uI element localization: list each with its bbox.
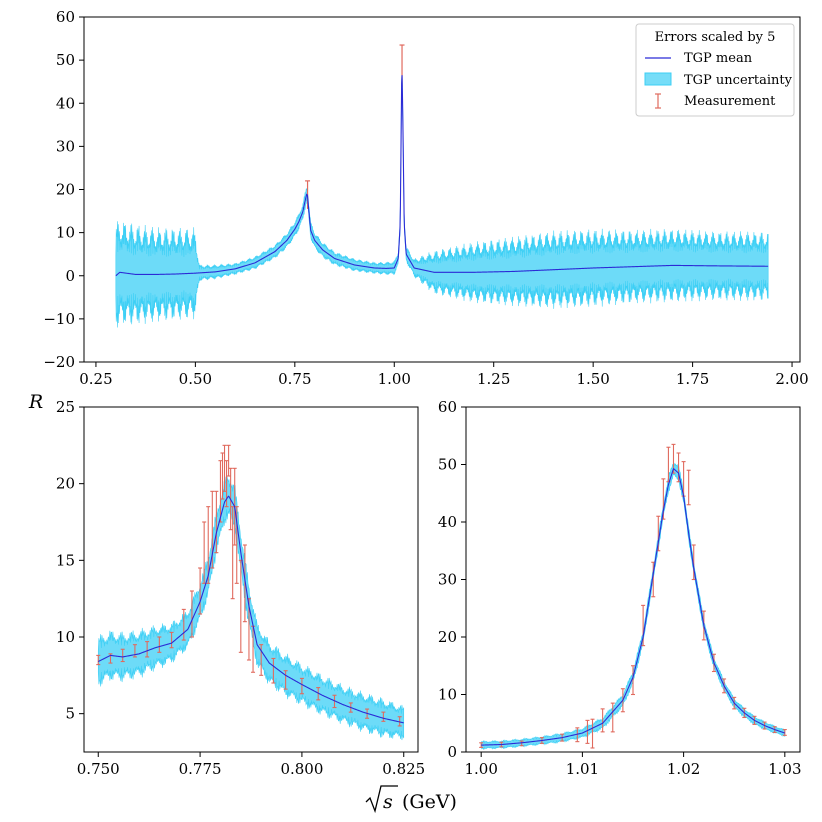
y-tick-label: 30 — [438, 571, 457, 589]
y-tick-label: 20 — [438, 628, 457, 646]
measurement-point — [214, 490, 219, 554]
legend-entry-mean: TGP mean — [684, 51, 753, 66]
x-tick-label: 0.750 — [77, 760, 120, 778]
x-tick-label: 0.75 — [278, 370, 311, 388]
measurement-point — [96, 654, 101, 666]
measurement-point — [189, 590, 194, 638]
y-tick-label: 60 — [56, 8, 75, 26]
y-tick-label: 5 — [65, 705, 75, 723]
y-tick-label: 0 — [65, 267, 75, 285]
x-axis-label-unit: (GeV) — [402, 791, 457, 813]
y-axis-label: R — [28, 391, 43, 413]
tgp-mean-line — [115, 75, 769, 277]
x-tick-label: 1.01 — [566, 760, 599, 778]
full-range-panel: 0.25 0.50 0.75 1.00 1.25 1.50 1.75 2.00 −20 −10 0 1… — [43, 8, 808, 388]
uncertainty-band — [480, 462, 786, 750]
omega-zoom-panel: 0.750 0.775 0.800 0.825 5 10 15 20 25 — [56, 398, 425, 778]
legend-band-swatch — [644, 72, 672, 86]
phi-zoom-panel: 1.00 1.01 1.02 1.03 0 10 20 30 40 50 60 — [438, 398, 802, 778]
measurement-point — [259, 644, 264, 676]
tgp-mean-line — [98, 495, 404, 724]
measurement-point — [519, 740, 524, 747]
measurement-point — [242, 544, 247, 623]
measurement-point — [686, 469, 691, 506]
measurement-point — [610, 702, 615, 733]
y-tick-label: −10 — [43, 310, 75, 328]
x-tick-label: 0.50 — [179, 370, 212, 388]
measurement-point — [271, 657, 276, 684]
y-tick-label: 20 — [56, 475, 75, 493]
x-tick-label: 1.75 — [676, 370, 709, 388]
measurement-point — [220, 452, 225, 500]
y-tick-label: 15 — [56, 551, 75, 569]
measurement-point — [169, 631, 174, 649]
y-tick-label: 60 — [438, 398, 457, 416]
measurement-point — [691, 544, 696, 581]
y-tick-label: 50 — [438, 456, 457, 474]
legend-entry-measurement: Measurement — [684, 94, 776, 109]
measurement-point — [631, 665, 635, 696]
plot-frame — [83, 406, 419, 753]
measurement-point — [299, 677, 304, 695]
measurement-point — [222, 444, 227, 492]
x-tick-label: 2.00 — [775, 370, 808, 388]
uncertainty-band — [115, 67, 769, 328]
y-tick-label: 40 — [438, 513, 457, 531]
x-tick-label: 1.00 — [378, 370, 411, 388]
y-tick-label: 30 — [56, 137, 75, 155]
plot-frame — [465, 406, 801, 753]
x-tick-label: 1.02 — [667, 760, 700, 778]
measurement-point — [590, 718, 595, 749]
x-tick-label: 0.825 — [382, 760, 425, 778]
x-tick-label: 1.25 — [477, 370, 510, 388]
y-tick-label: 10 — [56, 628, 75, 646]
x-tick-label: 1.03 — [768, 760, 801, 778]
measurement-point — [145, 641, 150, 658]
x-axis-label-variable: s — [383, 791, 393, 813]
measurement-point — [676, 452, 681, 483]
measurement-point — [283, 670, 288, 690]
x-tick-label: 0.25 — [79, 370, 112, 388]
legend-entry-uncertainty: TGP uncertainty — [684, 73, 793, 88]
tgp-mean-line — [481, 467, 785, 746]
legend-measurement-swatch — [655, 93, 661, 109]
measurement-point — [226, 444, 231, 477]
x-tick-label: 0.775 — [179, 760, 222, 778]
x-axis-label: s (GeV) — [365, 785, 457, 814]
measurement-point — [198, 567, 203, 615]
y-tick-label: 20 — [56, 181, 75, 199]
y-tick-label: 25 — [56, 398, 75, 416]
measurement-point — [206, 506, 211, 584]
measurement-point — [585, 719, 590, 744]
measurement-point — [600, 708, 605, 733]
x-tick-label: 1.00 — [464, 760, 497, 778]
x-tick-label: 0.800 — [280, 760, 323, 778]
y-tick-label: 50 — [56, 51, 75, 69]
measurement-point — [230, 506, 235, 600]
legend: Errors scaled by 5 TGP mean TGP uncertai… — [635, 23, 795, 117]
y-tick-label: 10 — [56, 224, 75, 242]
uncertainty-band — [97, 476, 405, 741]
measurement-point — [157, 636, 162, 653]
measurement-point — [381, 711, 386, 722]
legend-box — [635, 23, 795, 117]
y-tick-label: −20 — [43, 353, 75, 371]
measurement-point — [120, 648, 125, 663]
measurement-point — [575, 727, 580, 743]
measurement-point — [181, 608, 186, 641]
measurement-point — [397, 716, 402, 727]
y-tick-label: 40 — [56, 94, 75, 112]
y-tick-label: 10 — [438, 686, 457, 704]
x-tick-label: 1.50 — [576, 370, 609, 388]
sqrt-sign-icon — [365, 785, 398, 814]
measurement-point — [332, 694, 337, 709]
legend-title: Errors scaled by 5 — [655, 30, 776, 45]
y-tick-label: 0 — [447, 743, 457, 761]
